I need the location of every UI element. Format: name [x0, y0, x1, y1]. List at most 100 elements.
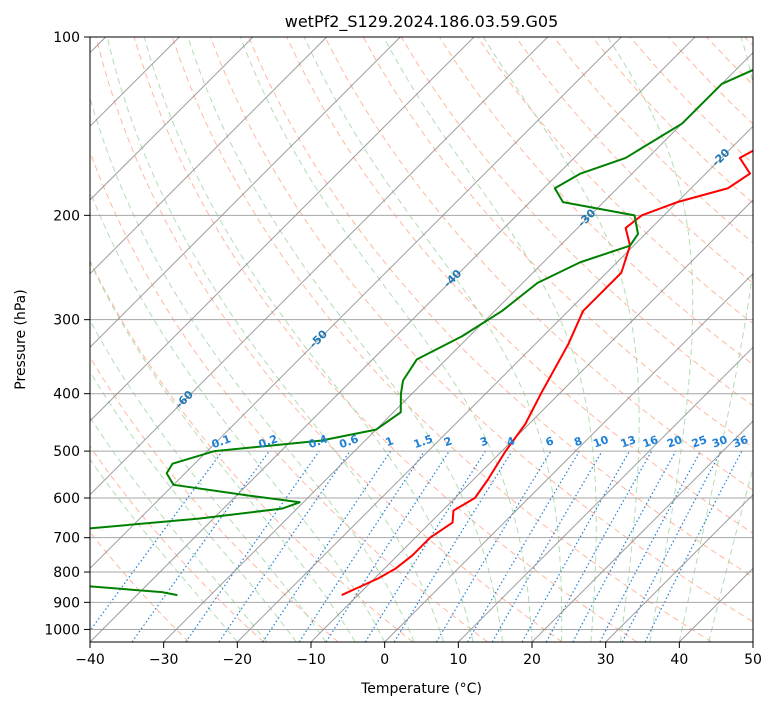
dry-adiabat-line: [90, 356, 339, 642]
mixing-ratio-label: 10: [591, 433, 610, 451]
dry-adiabat-line: [133, 37, 638, 642]
moist-adiabat-line: [607, 37, 694, 642]
mixing-ratio-label: 13: [619, 433, 638, 450]
mixing-ratio-label: 8: [572, 434, 584, 449]
moist-adiabat-line: [90, 319, 327, 642]
x-tick-label: −30: [149, 652, 179, 668]
moist-adiabat-line: [239, 37, 533, 642]
y-tick-label: 400: [53, 387, 80, 403]
mixing-ratio-line: [90, 450, 223, 632]
mixing-ratio-label: 2: [442, 434, 454, 449]
mixing-ratio-label: 1.5: [412, 432, 435, 451]
moist-adiabat-line: [187, 37, 504, 642]
moist-adiabat-line: [90, 458, 238, 642]
x-tick-label: 50: [744, 652, 762, 668]
isotherm-line: [310, 199, 753, 642]
sounding-trace: [341, 149, 753, 596]
isotherm-line: [531, 420, 753, 642]
chart-title: wetPf2_S129.2024.186.03.59.G05: [285, 12, 559, 32]
mixing-ratio-lines: [90, 450, 743, 642]
dry-adiabat-line: [248, 37, 753, 578]
mixing-ratio-label: 0.1: [210, 432, 233, 451]
x-tick-label: 20: [523, 652, 541, 668]
x-tick-label: −10: [296, 652, 326, 668]
mixing-ratio-label: 0.4: [307, 432, 330, 451]
y-tick-label: 800: [53, 565, 80, 581]
mixing-ratio-line: [325, 450, 450, 642]
mixing-ratio-label: 30: [710, 433, 729, 451]
mixing-ratio-line: [521, 450, 631, 642]
isotherm-line: [163, 51, 753, 642]
dry-adiabat-line: [90, 445, 264, 642]
isotherm-line: [90, 37, 401, 349]
plot-frame: [89, 36, 754, 643]
moist-adiabats: [90, 37, 753, 642]
moist-adiabat-line: [303, 37, 563, 642]
mixing-ratio-label: 25: [690, 433, 709, 450]
dry-adiabat-line: [95, 37, 563, 642]
isotherm-line: [457, 346, 753, 642]
dry-adiabats: [90, 37, 753, 642]
y-tick-label: 500: [53, 444, 80, 460]
mixing-ratio-label: 16: [641, 433, 660, 451]
mixing-ratio-line: [185, 450, 320, 642]
mixing-ratio-line: [545, 450, 653, 642]
plot-area: -100-90-80-70-60-50-40-30-20-10010203040…: [90, 37, 753, 642]
isotherm-line: [384, 272, 753, 642]
x-tick-label: −40: [75, 652, 105, 668]
dry-adiabat-line: [515, 37, 753, 284]
sounding-trace: [90, 68, 753, 597]
dry-adiabat-line: [324, 37, 753, 491]
moist-adiabat-line: [90, 260, 356, 642]
moist-adiabat-line: [708, 466, 753, 642]
y-tick-label: 1000: [44, 622, 80, 638]
moist-adiabat-line: [482, 37, 640, 642]
moist-adiabat-line: [90, 189, 386, 642]
y-tick-label: 900: [53, 595, 80, 611]
mixing-ratio-label: 20: [665, 433, 684, 451]
moist-adiabat-line: [90, 370, 297, 642]
mixing-ratio-label: 4: [505, 434, 517, 449]
mixing-ratio-label: 6: [544, 434, 556, 449]
y-tick-label: 200: [53, 208, 80, 224]
isotherm-line: [90, 37, 622, 570]
mixing-ratio-line: [131, 450, 270, 642]
y-axis-title: Pressure (hPa): [13, 289, 29, 389]
moist-adiabat-line: [678, 37, 753, 642]
x-tick-label: 10: [449, 652, 467, 668]
mixing-ratio-line: [393, 450, 513, 642]
x-tick-label: 40: [670, 652, 688, 668]
isotherm-line: [90, 37, 696, 642]
mixing-ratio-label: 36: [731, 433, 750, 451]
x-axis-ticks: −40 −30 −20 −10 0 10 20 30 40 50: [75, 642, 762, 668]
isotherm-line: [90, 37, 254, 201]
y-tick-label: 700: [53, 531, 80, 547]
x-tick-label: 0: [380, 652, 389, 668]
mixing-ratio-label: 1: [384, 434, 396, 449]
mixing-ratio-label: 3: [478, 434, 490, 449]
isotherm-line: [605, 493, 753, 642]
x-tick-label: −20: [223, 652, 253, 668]
isotherms: [90, 37, 753, 642]
dry-adiabat-line: [286, 37, 753, 534]
mixing-ratio-line: [572, 450, 677, 642]
moist-adiabat-line: [106, 37, 445, 642]
moist-adiabat-line: [143, 37, 474, 642]
y-axis-ticks: 100 200 300 400 500 600 700 800 900 1000: [44, 30, 90, 638]
mixing-ratio-line: [298, 450, 425, 642]
dry-adiabat-line: [90, 259, 414, 642]
moist-adiabat-line: [90, 416, 268, 642]
sounding-series: [90, 68, 753, 597]
mixing-ratio-line: [262, 450, 392, 642]
mixing-ratio-label: 0.6: [338, 432, 361, 451]
x-tick-label: 30: [597, 652, 615, 668]
y-tick-label: 100: [53, 30, 80, 46]
isotherm-line: [236, 125, 753, 642]
x-axis-title: Temperature (°C): [360, 681, 482, 697]
mixing-ratio-line: [644, 450, 743, 642]
dry-adiabat-line: [171, 37, 712, 642]
isotherm-line: [90, 37, 475, 422]
